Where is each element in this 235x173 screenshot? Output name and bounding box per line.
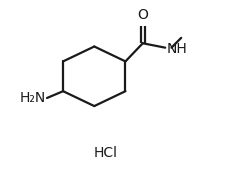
- Text: O: O: [137, 8, 148, 22]
- Text: HCl: HCl: [94, 146, 118, 160]
- Text: NH: NH: [166, 42, 187, 56]
- Text: H₂N: H₂N: [20, 91, 46, 105]
